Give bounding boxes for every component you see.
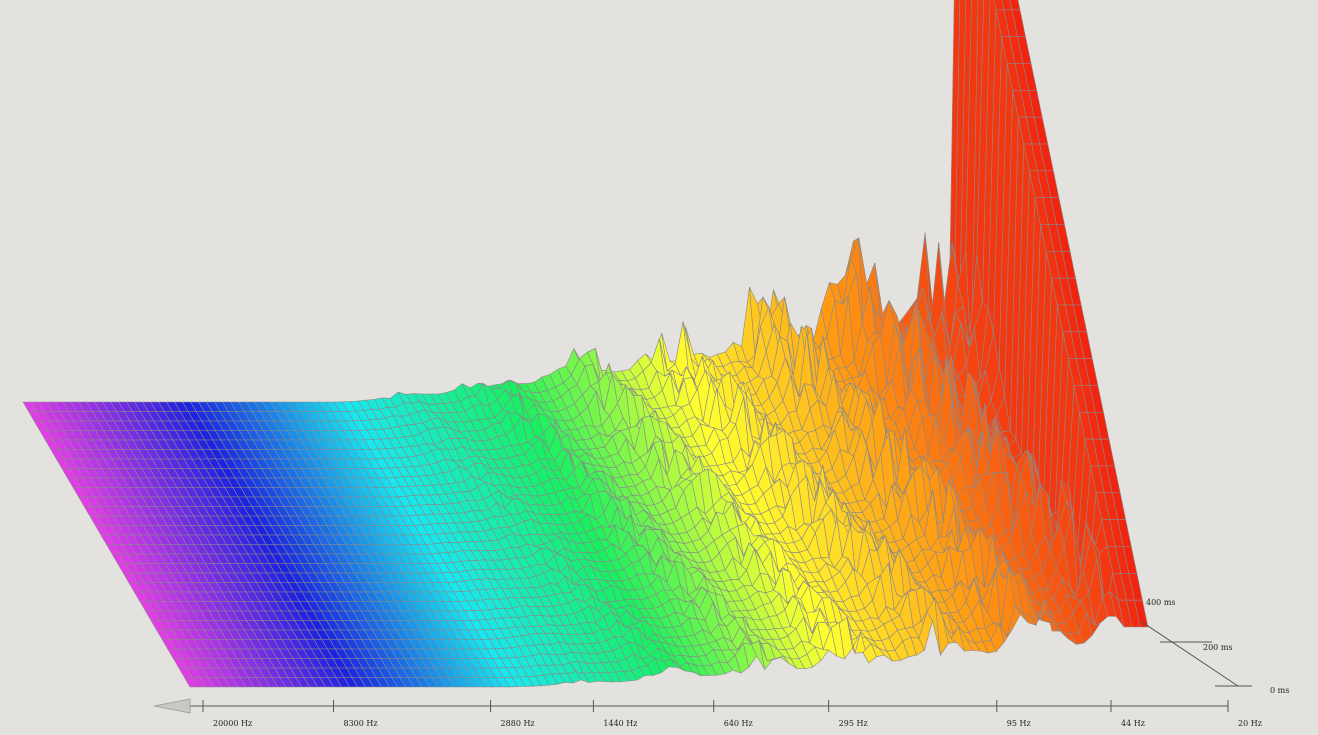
chart-axes: 20000 Hz 8300 Hz 2880 Hz 1440 Hz 640 Hz 295 H… — [153, 598, 1289, 728]
frequency-tick-label: 8300 Hz — [344, 719, 378, 728]
surface-cell — [1134, 599, 1149, 628]
waterfall-surface — [22, 0, 1149, 688]
frequency-ticks: 20000 Hz 8300 Hz 2880 Hz 1440 Hz 640 Hz 295 H… — [202, 700, 1262, 728]
frequency-tick-label: 20000 Hz — [213, 719, 252, 728]
frequency-tick-label: 95 Hz — [1007, 719, 1031, 728]
time-axis-line — [1141, 621, 1239, 687]
time-tick-200: 200 ms — [1203, 643, 1233, 652]
time-tick-0: 0 ms — [1270, 686, 1289, 695]
frequency-axis-arrow[interactable] — [153, 698, 191, 714]
frequency-tick-label: 20 Hz — [1238, 719, 1262, 728]
frequency-tick-label: 2880 Hz — [501, 719, 535, 728]
frequency-tick-label: 640 Hz — [724, 719, 753, 728]
frequency-tick-label: 44 Hz — [1121, 719, 1145, 728]
time-tick-400: 400 ms — [1146, 598, 1176, 607]
frequency-tick-label: 295 Hz — [839, 719, 868, 728]
frequency-tick-label: 1440 Hz — [603, 719, 637, 728]
